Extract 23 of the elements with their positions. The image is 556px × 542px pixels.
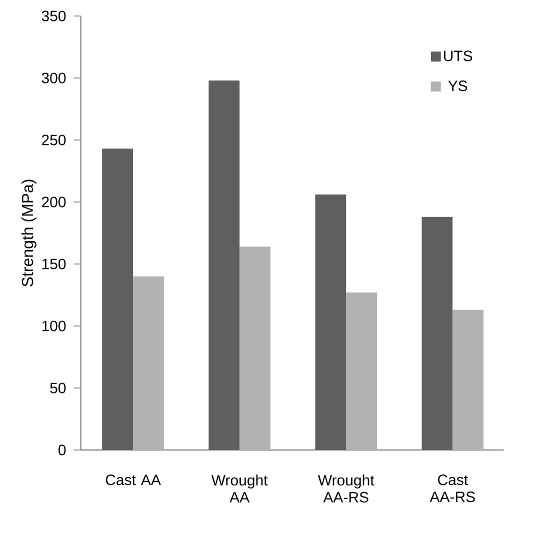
x-tick-label: Cast AA: [106, 474, 161, 486]
bar: [315, 194, 346, 450]
bar: [240, 246, 270, 450]
y-tick-label: 300: [42, 72, 66, 84]
y-axis-title: Strength (MPa): [21, 180, 36, 287]
y-tick-label: 0: [58, 444, 66, 456]
bar: [208, 80, 240, 450]
x-tick-label: Cast AA-RS: [430, 474, 475, 502]
legend-label: UTS: [444, 50, 472, 62]
y-tick-label: 250: [42, 134, 66, 146]
y-tick-label: 100: [42, 320, 66, 332]
bar: [452, 310, 484, 450]
bar: [133, 276, 164, 450]
bar: [422, 216, 453, 450]
legend-label: YS: [448, 80, 468, 92]
bar: [346, 292, 378, 450]
y-tick-label: 200: [42, 196, 66, 208]
bar: [102, 148, 134, 450]
y-tick-label: 350: [42, 10, 66, 22]
y-tick-label: 150: [42, 258, 66, 270]
x-tick-label: Wrought AA-RS: [318, 474, 374, 503]
y-tick-label: 50: [50, 382, 66, 394]
x-tick-label: Wrought AA: [211, 474, 268, 502]
